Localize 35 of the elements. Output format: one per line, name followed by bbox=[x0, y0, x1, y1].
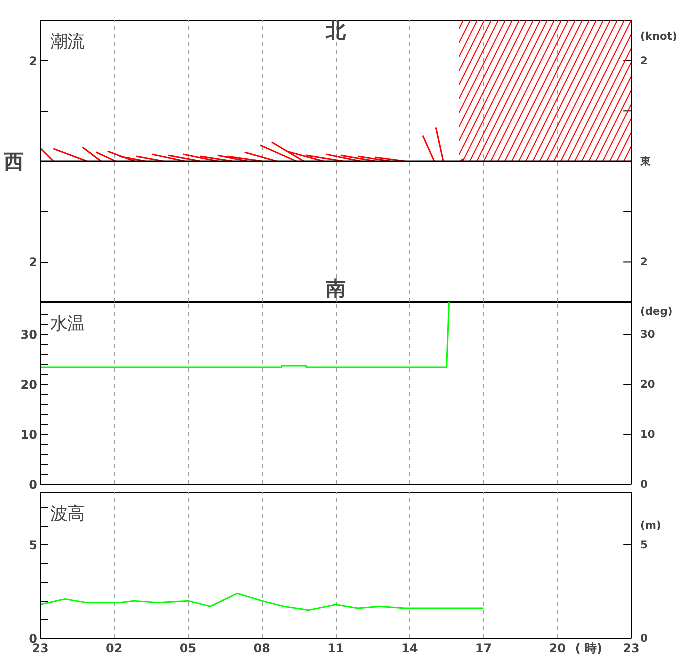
text: 潮流 bbox=[50, 32, 84, 52]
annotation: 北 bbox=[325, 18, 347, 42]
x-tick-label: 02 bbox=[106, 642, 123, 656]
y2-tick-label: 2 bbox=[640, 54, 648, 68]
y2-tick-label: 0 bbox=[640, 632, 648, 645]
x-tick-label: 11 bbox=[328, 642, 344, 656]
x-tick-label: 05 bbox=[180, 642, 197, 656]
x-tick-label: 08 bbox=[254, 642, 270, 656]
text: 東 bbox=[640, 155, 652, 168]
x-tick-label: 20 bbox=[549, 642, 566, 656]
x-tick-label: 23 bbox=[32, 642, 49, 656]
y-tick-label: 30 bbox=[20, 328, 38, 342]
y2-tick-label: 30 bbox=[640, 328, 656, 341]
annotation: 南 bbox=[325, 276, 346, 300]
y2-tick-label: 5 bbox=[640, 538, 648, 552]
y2-axis-title: (deg) bbox=[640, 305, 673, 318]
y2-tick-label: 0 bbox=[640, 478, 648, 491]
y-tick-label: 2 bbox=[29, 256, 38, 270]
y2-axis-title: (knot) bbox=[640, 30, 678, 43]
y2-tick-label: 20 bbox=[640, 378, 656, 391]
text: 水温 bbox=[50, 314, 84, 334]
y-tick-label: 20 bbox=[20, 378, 38, 392]
y-tick-label: 0 bbox=[29, 478, 38, 492]
x-tick-label: 14 bbox=[402, 642, 418, 656]
text: 波高 bbox=[50, 504, 84, 524]
y2-tick-label: 2 bbox=[640, 256, 648, 269]
y-tick-label: 5 bbox=[29, 538, 38, 552]
x-tick-label: 17 bbox=[475, 642, 492, 656]
y-tick-label: 2 bbox=[29, 54, 38, 68]
y-tick-label: 10 bbox=[20, 428, 38, 442]
y2-axis-title: (m) bbox=[640, 519, 662, 532]
text: 西 bbox=[3, 150, 24, 174]
y2-tick-label: 10 bbox=[640, 428, 656, 441]
x-axis-title: ( 時) bbox=[575, 642, 603, 656]
x-tick-label: 23 bbox=[623, 642, 640, 656]
